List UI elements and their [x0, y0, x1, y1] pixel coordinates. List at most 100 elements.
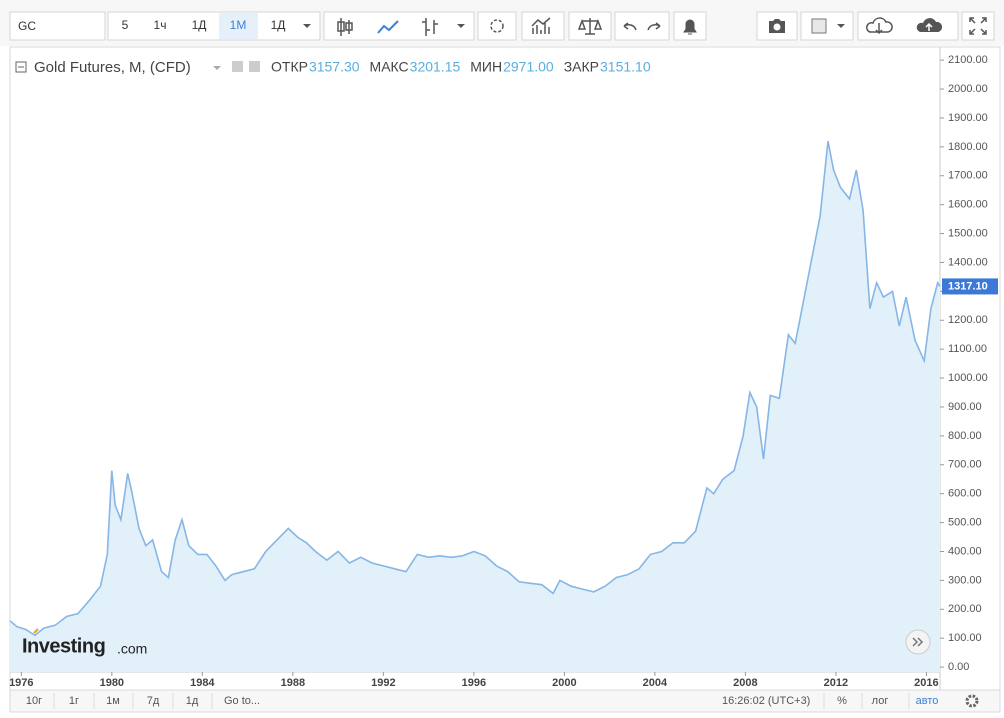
legend-field-value: 3151.10 [600, 59, 651, 75]
x-tick-label: 2016 [914, 677, 938, 689]
price-line [9, 140, 941, 637]
y-tick-label: 300.00 [948, 574, 982, 586]
y-tick-label: 2000.00 [948, 83, 988, 95]
alert-icon [683, 19, 697, 35]
y-tick-label: 0.00 [948, 661, 969, 673]
cloud-upload-arrow [925, 22, 933, 31]
y-tick-label: 1600.00 [948, 199, 988, 211]
compare-button[interactable] [568, 11, 612, 41]
y-tick-label: 200.00 [948, 603, 982, 615]
settings-icon[interactable] [249, 61, 260, 72]
legend-field-label: МАКС [370, 59, 409, 75]
cloud-group [857, 11, 959, 41]
interval-group [107, 11, 321, 41]
range-button[interactable]: 1д [186, 695, 199, 707]
redo-icon[interactable] [647, 22, 661, 31]
y-tick-label: 1100.00 [948, 343, 987, 355]
x-tick-label: 1996 [462, 677, 486, 689]
symbol-input[interactable] [9, 11, 106, 41]
legend-field-label: ОТКР [271, 59, 308, 75]
undo-redo-group [614, 11, 670, 41]
y-tick-label: 2100.00 [948, 54, 988, 66]
bottom-settings-icon[interactable] [965, 694, 979, 708]
option-button[interactable]: % [837, 695, 847, 707]
legend-field-value: 3201.15 [410, 59, 461, 75]
settings-button[interactable] [477, 11, 517, 41]
plot-area [9, 140, 941, 673]
visibility-icon[interactable] [232, 61, 243, 72]
option-button[interactable]: лог [872, 695, 889, 707]
logo-brand: Investing [22, 635, 105, 657]
legend-field-value: 2971.00 [503, 59, 554, 75]
bottom-bar [9, 689, 1001, 713]
y-tick-label: 1000.00 [948, 372, 988, 384]
range-button[interactable]: 7д [147, 695, 160, 707]
x-tick-label: 1984 [190, 677, 215, 689]
x-tick-label: 2012 [824, 677, 848, 689]
y-tick-label: 1200.00 [948, 314, 988, 326]
area-fill [10, 141, 940, 673]
x-tick-label: 1980 [100, 677, 124, 689]
range-button[interactable]: 10г [26, 695, 42, 707]
interval[interactable]: 1М [230, 18, 247, 32]
axes: 0.00 100.00 200.00 300.00 400.00 500.00 600.00… [9, 54, 998, 689]
scroll-right-icon [912, 637, 924, 647]
undo-icon[interactable] [623, 22, 637, 31]
last-price-box [942, 278, 998, 295]
y-tick-label: 700.00 [948, 459, 982, 471]
dropdown-arrow[interactable] [837, 24, 845, 28]
legend-field-label: ЗАКР [564, 59, 599, 75]
legend-field-label: МИН [470, 59, 502, 75]
color-swatch [811, 18, 827, 34]
symbol: GC [18, 19, 36, 33]
option-button[interactable]: авто [916, 695, 939, 707]
active-interval-bg [219, 13, 258, 39]
x-tick-label: 1988 [281, 677, 305, 689]
compare-icon [577, 18, 603, 35]
line-icon[interactable] [377, 20, 399, 34]
y-tick-label: 900.00 [948, 401, 982, 413]
range-button[interactable]: 1г [69, 695, 79, 707]
legend-dropdown[interactable] [213, 66, 221, 70]
interval[interactable]: 1Д [271, 18, 286, 32]
candles-icon[interactable] [337, 18, 353, 36]
fullscreen-icon [969, 17, 987, 35]
y-tick-label: 1400.00 [948, 256, 988, 268]
y-tick-label: 600.00 [948, 488, 982, 500]
y-tick-label: 1900.00 [948, 112, 988, 124]
legend-field-value: 3157.30 [309, 59, 360, 75]
y-tick-label: 1800.00 [948, 141, 988, 153]
interval[interactable]: 1Д [192, 18, 207, 32]
range-button[interactable]: 1м [106, 695, 120, 707]
y-tick-label: 500.00 [948, 516, 982, 528]
cloud-download-icon[interactable] [866, 17, 893, 35]
camera-lens [773, 23, 781, 31]
x-tick-label: 2000 [552, 677, 576, 689]
x-tick-label: 2008 [733, 677, 757, 689]
bottom-controls: 10г 1г 1м 7д 1д Go to... 16:26:02 (UTC+3)% лог а… [26, 693, 939, 709]
goto-button[interactable]: Go to... [224, 695, 260, 707]
fullscreen-button[interactable] [961, 11, 995, 41]
y-tick-label: 1500.00 [948, 227, 988, 239]
last-price-label: 1317.10 [948, 280, 988, 292]
dropdown-arrow[interactable] [457, 24, 465, 28]
interval[interactable]: 5 [122, 18, 129, 32]
interval[interactable]: 1ч [154, 18, 167, 32]
y-tick-label: 400.00 [948, 545, 982, 557]
gear-icon [490, 19, 504, 33]
x-tick-label: 1976 [9, 677, 33, 689]
dropdown-arrow[interactable] [303, 24, 311, 28]
legend-title: Gold Futures, M, (CFD) [34, 59, 191, 76]
indicators-icon [531, 17, 551, 34]
x-tick-label: 2004 [643, 677, 668, 689]
x-tick-label: 1992 [371, 677, 395, 689]
legend-fields: ОТКР 3157.30 МАКС 3201.15 МИН 2971.00 ЗАКР 3151… [271, 59, 651, 75]
y-tick-label: 100.00 [948, 632, 982, 644]
color-button[interactable] [800, 11, 854, 41]
indicators-button[interactable] [521, 11, 565, 41]
clock: 16:26:02 (UTC+3) [722, 695, 810, 707]
bars-icon[interactable] [422, 18, 438, 36]
logo-suffix: .com [117, 641, 147, 657]
